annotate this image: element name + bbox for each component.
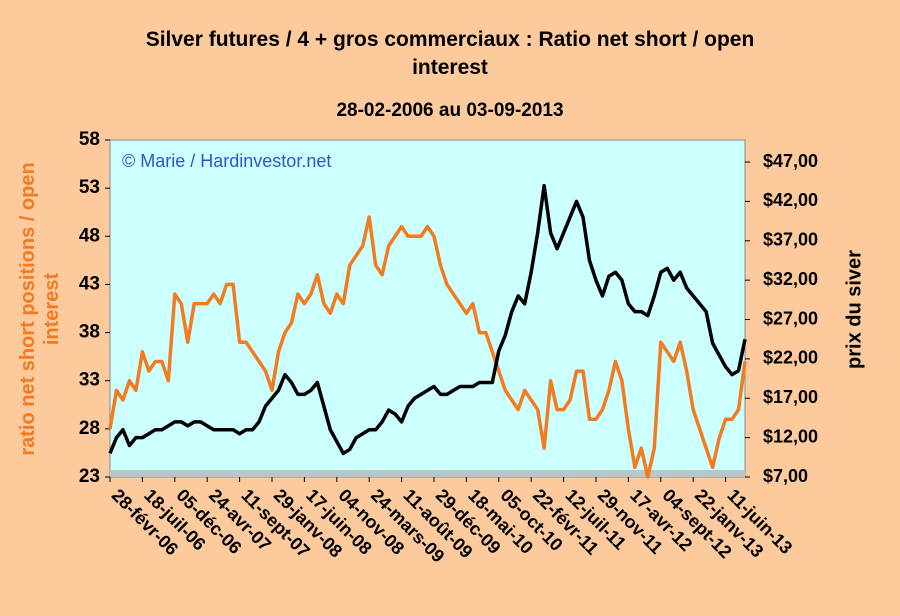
chart-title: Silver futures / 4 + gros commerciaux : …	[145, 28, 755, 79]
annotation: © Marie / Hardinvestor.net	[122, 151, 331, 171]
y-tick-label: 23	[79, 466, 100, 487]
y-tick-label: 43	[79, 273, 100, 294]
plot-floor	[110, 470, 745, 477]
series-line	[108, 183, 747, 456]
y2-axis-title: prix du siver	[843, 250, 866, 369]
y-tick-label: 53	[79, 177, 100, 198]
y2-tick-label: $27,00	[763, 308, 818, 328]
y2-tick-label: $17,00	[763, 387, 818, 407]
y-axis-title: ratio net short positions / open interes…	[17, 162, 63, 456]
y2-tick-label: $22,00	[763, 348, 818, 368]
plot-area	[109, 139, 746, 478]
y-tick-label: 33	[79, 370, 100, 391]
chart-subtitle: 28-02-2006 au 03-09-2013	[336, 100, 564, 121]
y2-tick-label: $42,00	[763, 190, 818, 210]
y2-tick-label: $47,00	[763, 151, 818, 171]
y2-tick-label: $32,00	[763, 269, 818, 289]
y2-tick-label: $7,00	[763, 466, 808, 486]
y-tick-label: 58	[79, 129, 100, 150]
y2-tick-label: $37,00	[763, 230, 818, 250]
y2-tick-label: $12,00	[763, 426, 818, 446]
y-tick-label: 38	[79, 322, 100, 343]
y-tick-label: 28	[79, 418, 100, 439]
y-tick-label: 48	[79, 225, 100, 246]
series-line	[108, 215, 747, 479]
